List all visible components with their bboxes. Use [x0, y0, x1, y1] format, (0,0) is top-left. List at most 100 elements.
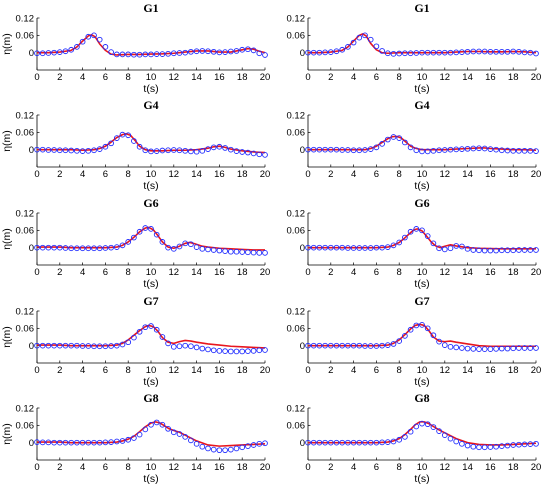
- measured-data-point: [356, 34, 363, 41]
- measured-data-point: [305, 439, 311, 446]
- x-tick-label: 2: [328, 365, 333, 376]
- x-tick-label: 6: [103, 365, 108, 376]
- measured-data-point: [256, 347, 263, 354]
- measured-data-point: [245, 46, 251, 53]
- x-tick-label: 16: [214, 365, 225, 376]
- measured-data-point: [464, 48, 471, 55]
- measured-data-point: [327, 244, 334, 251]
- x-tick-label: 20: [531, 72, 542, 83]
- measured-data-point: [245, 348, 251, 355]
- measured-data-point: [119, 438, 126, 444]
- measured-data-point: [176, 147, 183, 154]
- x-tick-label: 18: [237, 72, 248, 83]
- measured-data-point: [227, 248, 234, 255]
- measured-data-point: [310, 49, 317, 56]
- x-tick-label: 18: [508, 462, 519, 473]
- measured-data-point: [498, 147, 505, 154]
- x-tick-label: 6: [374, 169, 379, 180]
- measured-data-point: [159, 147, 166, 154]
- y-tick-label: 0: [300, 438, 305, 449]
- measured-data-point: [136, 143, 143, 150]
- x-tick-label: 6: [103, 267, 108, 278]
- panel-title: G4: [414, 98, 429, 112]
- measured-data-point: [350, 439, 357, 446]
- model-series-line: [37, 226, 265, 251]
- measured-data-point: [310, 342, 317, 349]
- measured-data-point: [131, 234, 137, 241]
- y-tick-label: 0.06: [287, 324, 306, 335]
- measured-data-point: [476, 247, 482, 254]
- measured-data-point: [176, 431, 183, 437]
- measured-data-point: [56, 244, 63, 251]
- x-tick-label: 16: [485, 72, 496, 83]
- measured-data-point: [367, 146, 374, 152]
- measured-data-point: [384, 244, 391, 250]
- measured-data-point: [527, 441, 534, 447]
- measured-data-point: [39, 342, 46, 349]
- measured-data-point: [379, 141, 385, 147]
- measured-data-point: [227, 48, 234, 55]
- measured-data-point: [85, 147, 92, 154]
- measured-data-point: [176, 243, 183, 250]
- x-tick-label: 2: [57, 462, 62, 473]
- measured-data-point: [205, 346, 211, 353]
- x-axis-label: t(s): [414, 278, 429, 290]
- measured-data-point: [96, 245, 103, 252]
- measured-data-point: [91, 245, 97, 252]
- y-axis-label: η(m): [1, 33, 13, 55]
- measured-data-point: [498, 345, 505, 352]
- model-series-line: [308, 228, 536, 250]
- measured-data-point: [62, 245, 69, 251]
- measured-data-point: [316, 146, 323, 153]
- measured-data-point: [68, 147, 75, 154]
- chart-panel: G8 0 2 4 6 8 10 12 14 16 18 20 0 0.06 0.12 t(s): [287, 391, 542, 485]
- measured-data-point: [245, 249, 251, 256]
- panel-title: G7: [414, 294, 429, 308]
- y-tick-label: 0.12: [287, 403, 306, 414]
- measured-data-point: [407, 228, 414, 235]
- measured-data-point: [113, 51, 120, 58]
- x-tick-label: 20: [531, 267, 542, 278]
- measured-data-point: [516, 247, 522, 253]
- measured-data-point: [350, 147, 357, 154]
- measured-data-point: [510, 345, 517, 352]
- measured-data-point: [193, 440, 200, 447]
- measured-data-point: [125, 239, 132, 245]
- measured-data-point: [305, 146, 311, 153]
- measured-data-point: [85, 33, 92, 40]
- measured-data-point: [239, 348, 246, 355]
- measured-data-point: [424, 233, 431, 239]
- measured-data-point: [447, 343, 454, 350]
- x-tick-label: 18: [237, 169, 248, 180]
- measured-data-point: [108, 244, 114, 251]
- x-tick-label: 6: [103, 462, 108, 473]
- measured-data-point: [165, 340, 171, 347]
- y-tick-label: 0.12: [287, 306, 306, 317]
- measured-data-point: [68, 342, 75, 349]
- measured-data-point: [222, 248, 228, 254]
- measured-data-point: [74, 342, 80, 349]
- measured-data-point: [322, 244, 328, 251]
- measured-data-point: [148, 148, 154, 155]
- measured-data-point: [51, 439, 57, 446]
- measured-data-point: [464, 245, 471, 252]
- measured-data-point: [68, 46, 75, 53]
- y-tick-label: 0.12: [16, 403, 35, 414]
- x-tick-label: 20: [531, 462, 542, 473]
- y-tick-label: 0.06: [16, 128, 35, 139]
- measured-data-point: [233, 248, 240, 255]
- measured-data-point: [339, 147, 346, 153]
- measured-data-point: [493, 48, 499, 55]
- y-tick-label: 0.06: [16, 324, 35, 335]
- measured-data-point: [402, 50, 408, 57]
- measured-data-point: [316, 49, 323, 56]
- measured-data-point: [165, 244, 171, 251]
- measured-data-point: [322, 439, 328, 446]
- measured-data-point: [339, 244, 346, 251]
- measured-data-point: [453, 243, 460, 249]
- x-tick-label: 18: [237, 267, 248, 278]
- x-tick-label: 12: [169, 72, 180, 83]
- measured-data-point: [108, 49, 114, 55]
- measured-data-point: [216, 447, 223, 454]
- measured-data-point: [533, 345, 539, 351]
